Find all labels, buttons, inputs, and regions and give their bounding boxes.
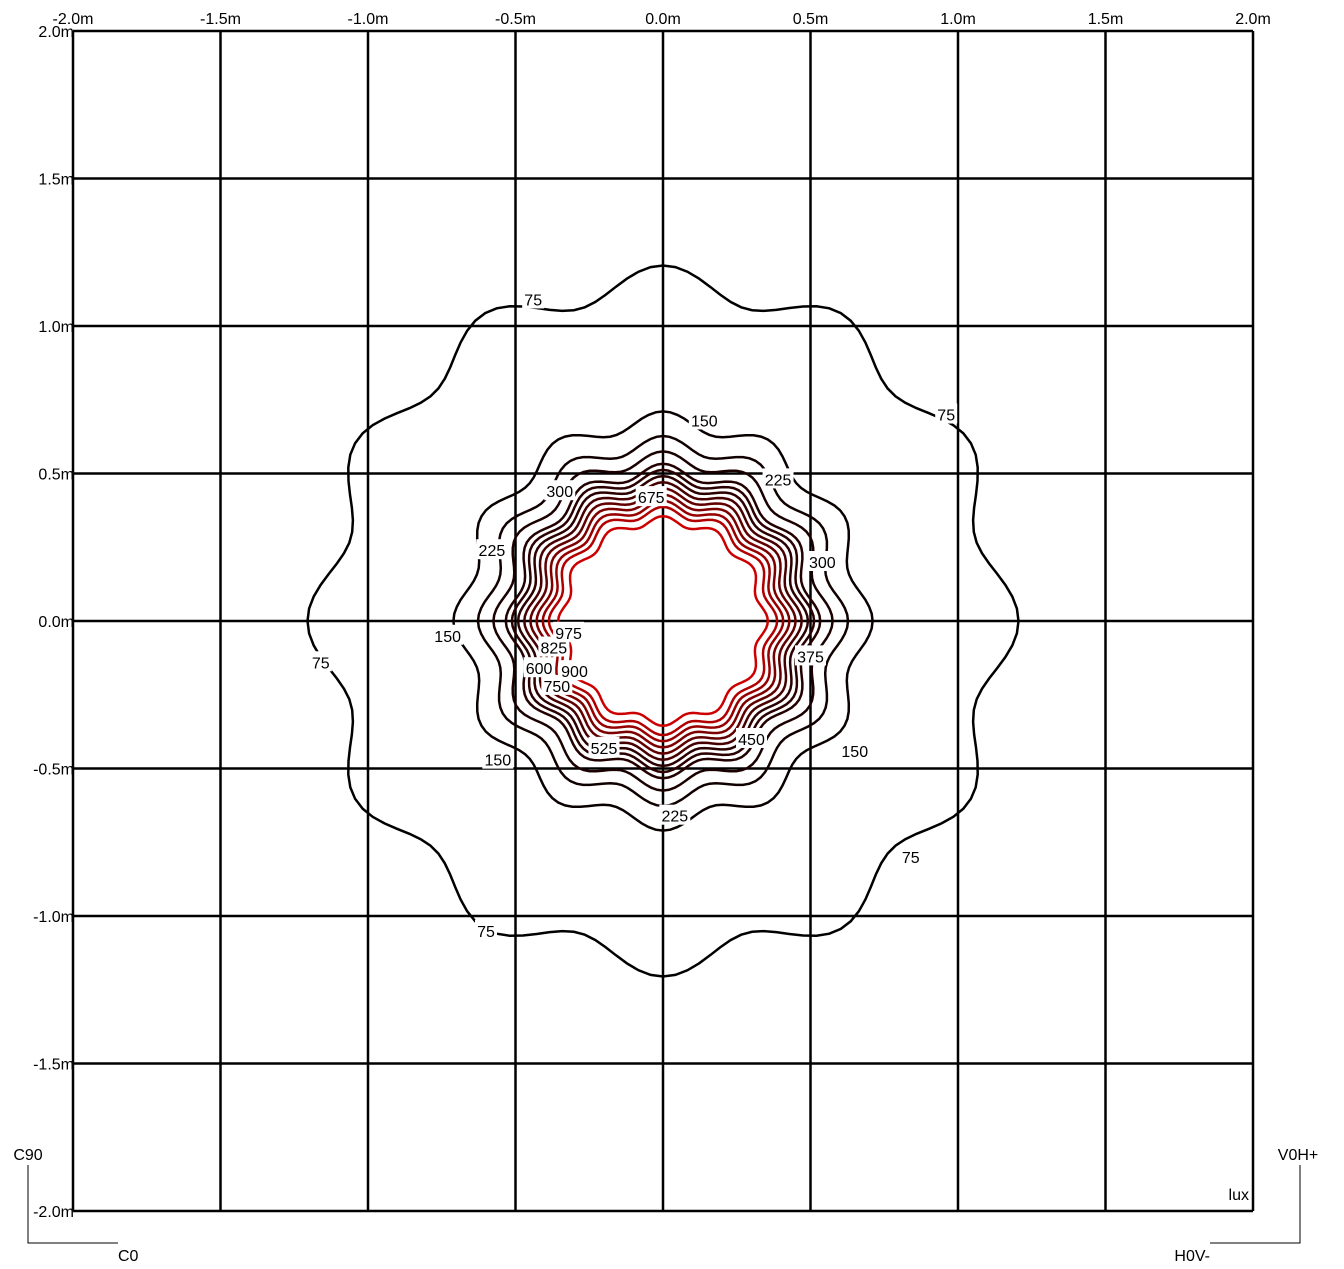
contour-600 [523, 481, 803, 761]
svg-text:300: 300 [546, 484, 573, 501]
y-tick-label: -1.5m [33, 1057, 74, 1074]
contour-label-225: 225 [476, 539, 508, 560]
y-tick-label: 0.5m [38, 467, 74, 484]
contour-label-375: 375 [795, 645, 826, 666]
x-tick-label: -1.0m [348, 11, 389, 28]
contour-975 [556, 514, 770, 728]
svg-text:75: 75 [312, 655, 330, 672]
contour-label-75: 75 [522, 288, 545, 309]
contour-675 [529, 487, 797, 755]
orientation-marker-right: V0H+ H0V- [1174, 1147, 1318, 1265]
svg-text:900: 900 [561, 664, 588, 681]
svg-text:150: 150 [484, 753, 511, 770]
contour-525 [516, 474, 810, 768]
svg-text:375: 375 [797, 649, 824, 666]
corner-label-c90: C90 [13, 1147, 42, 1164]
corner-label-h0v-minus: H0V- [1174, 1248, 1210, 1265]
contour-label-225: 225 [762, 468, 794, 489]
y-tick-label: 2.0m [38, 24, 74, 41]
y-axis-tick-labels: 2.0m 1.5m 1.0m 0.5m 0.0m -0.5m -1.0m -1.5m -2.0m [33, 24, 74, 1221]
x-tick-label: 0.0m [645, 11, 681, 28]
contour-label-225: 225 [659, 804, 691, 826]
svg-text:825: 825 [540, 641, 567, 658]
x-tick-label: 2.0m [1235, 11, 1271, 28]
svg-text:600: 600 [526, 661, 553, 678]
contour-375 [504, 462, 822, 780]
contour-label-600: 600 [523, 657, 555, 678]
contour-825 [541, 499, 785, 743]
y-tick-label: -2.0m [33, 1204, 74, 1221]
svg-text:225: 225 [765, 472, 792, 489]
contour-label-75: 75 [899, 846, 922, 867]
contour-label-150: 150 [432, 624, 464, 646]
contour-label-75: 75 [309, 651, 332, 672]
y-tick-label: 1.0m [38, 319, 74, 336]
contour-lines [306, 264, 1020, 978]
contour-label-525: 525 [588, 736, 620, 758]
svg-text:750: 750 [543, 679, 570, 696]
svg-text:225: 225 [661, 809, 688, 826]
unit-label: lux [1229, 1187, 1249, 1204]
x-tick-label: 1.0m [940, 11, 976, 28]
svg-text:675: 675 [638, 490, 665, 507]
contour-75 [306, 264, 1020, 978]
x-tick-label: 0.5m [793, 11, 829, 28]
grid [71, 29, 1255, 1213]
contour-label-75: 75 [475, 919, 497, 941]
x-axis-tick-labels: -2.0m -1.5m -1.0m -0.5m 0.0m 0.5m 1.0m 1.5m 2.0m [53, 11, 1271, 28]
svg-text:225: 225 [479, 543, 506, 560]
contour-750 [535, 493, 791, 749]
contour-label-900: 900 [559, 660, 590, 681]
svg-text:150: 150 [691, 413, 718, 430]
svg-text:300: 300 [809, 555, 836, 572]
svg-text:75: 75 [937, 408, 955, 425]
y-tick-label: -1.0m [33, 909, 74, 926]
svg-text:975: 975 [555, 626, 582, 643]
contour-label-300: 300 [806, 551, 838, 572]
x-tick-label: -0.5m [495, 11, 536, 28]
x-tick-label: -1.5m [200, 11, 241, 28]
contour-label-150: 150 [482, 748, 514, 770]
contour-300 [492, 450, 834, 792]
y-tick-label: -0.5m [33, 762, 74, 779]
svg-text:450: 450 [738, 732, 765, 749]
contour-450 [510, 468, 816, 774]
x-tick-label: 1.5m [1088, 11, 1124, 28]
svg-text:75: 75 [902, 850, 920, 867]
contour-label-150: 150 [688, 409, 720, 430]
contour-level-labels: 75 75 75 75 75 150 150 150 150 225 225 225 300 300 375… [309, 288, 958, 941]
orientation-marker-left: C90 C0 [13, 1147, 138, 1265]
contour-label-450: 450 [736, 728, 767, 749]
y-tick-label: 0.0m [38, 614, 74, 631]
corner-label-c0: C0 [118, 1248, 139, 1265]
svg-text:525: 525 [591, 741, 618, 758]
contour-label-975: 975 [553, 621, 585, 643]
contour-label-75: 75 [935, 403, 958, 425]
corner-label-v0h-plus: V0H+ [1278, 1147, 1318, 1164]
contour-150 [452, 410, 874, 832]
contour-label-300: 300 [544, 480, 576, 501]
svg-text:75: 75 [477, 924, 495, 941]
svg-text:150: 150 [841, 744, 868, 761]
contour-900 [547, 505, 779, 737]
svg-text:150: 150 [434, 629, 461, 646]
contour-label-675: 675 [635, 486, 667, 507]
y-tick-label: 1.5m [38, 172, 74, 189]
contour-225 [476, 434, 850, 808]
x-tick-label: -2.0m [53, 11, 94, 28]
contour-label-150: 150 [839, 739, 871, 761]
svg-text:75: 75 [524, 292, 542, 309]
